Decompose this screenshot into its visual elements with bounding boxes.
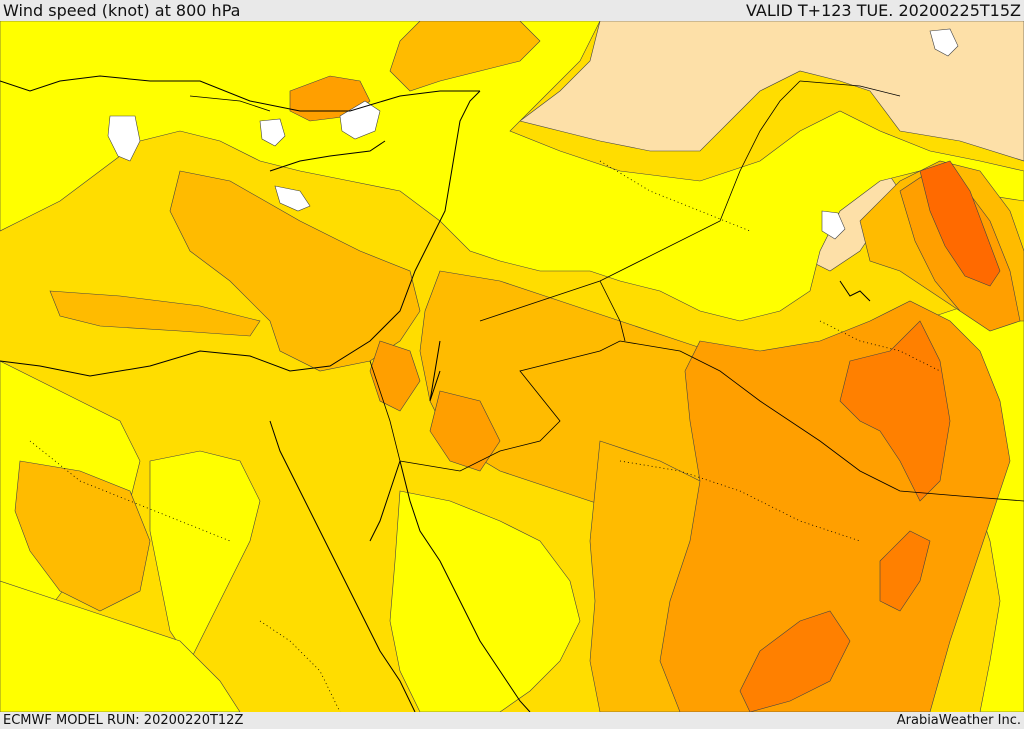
white-patch-iran	[821, 210, 846, 240]
country-borders	[189, 80, 1024, 502]
deep-orange-core-saudi	[739, 610, 851, 712]
orange-band-jordan	[429, 390, 501, 472]
footer-bar: ECMWF MODEL RUN: 20200220T12Z ArabiaWeat…	[0, 712, 1024, 729]
wind-speed-map	[0, 21, 1024, 712]
amber-band-mediterranean	[49, 290, 261, 337]
orange-band-levant-coast	[369, 340, 421, 412]
header-bar: Wind speed (knot) at 800 hPa VALID T+123…	[0, 0, 1024, 21]
yellow-band-sinai	[149, 450, 261, 662]
white-patch-turkey-1	[259, 118, 286, 147]
white-patch-aegean	[107, 115, 141, 162]
dotted-boundaries	[29, 160, 941, 712]
yellow-band-north	[0, 21, 1024, 322]
yellow-band-southwest	[0, 580, 241, 712]
weak-wind-area-north	[519, 21, 1024, 162]
deep-orange-core-gulf	[879, 530, 931, 612]
model-run: ECMWF MODEL RUN: 20200220T12Z	[3, 713, 244, 728]
white-patch-caspian	[929, 28, 959, 57]
white-patch-cyprus	[274, 185, 311, 212]
deep-orange-core-iraq	[839, 320, 951, 502]
amber-band-turkey	[389, 21, 541, 92]
credit: ArabiaWeather Inc.	[896, 713, 1021, 728]
map-title: Wind speed (knot) at 800 hPa	[3, 1, 241, 20]
yellow-band-south	[389, 490, 581, 712]
coastlines	[0, 75, 871, 712]
amber-band-egypt	[14, 460, 151, 612]
red-orange-core-iran	[919, 160, 1001, 287]
valid-time: VALID T+123 TUE. 20200225T15Z	[745, 1, 1021, 20]
